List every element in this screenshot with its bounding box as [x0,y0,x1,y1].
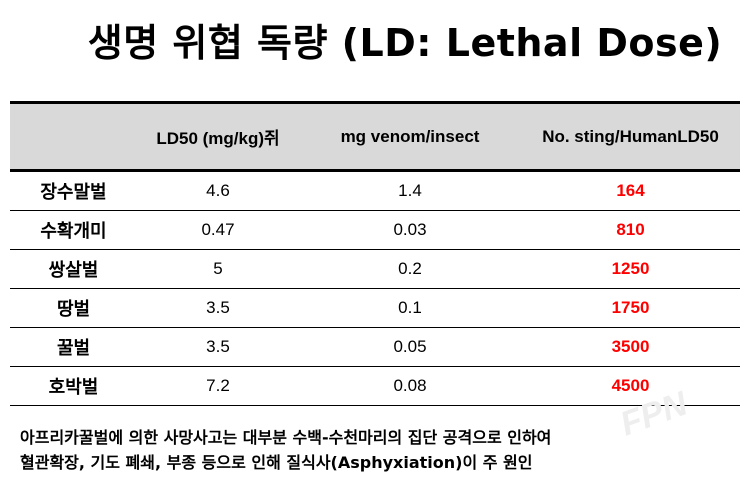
table-row: 수확개미 0.47 0.03 810 [10,210,740,250]
stings-cell: 1250 [521,249,740,289]
venom-cell: 1.4 [299,170,521,211]
ld50-cell: 3.5 [137,288,299,328]
header-ld50: LD50 (mg/kg)쥐 [156,129,280,148]
table-header-row: LD50 (mg/kg)쥐 mg venom/insect No. sting/… [10,102,740,171]
table-row: 꿀벌 3.5 0.05 3500 [10,327,740,367]
stings-cell: 3500 [521,327,740,367]
header-venom: mg venom/insect [340,126,480,146]
ld50-cell: 4.6 [137,170,299,211]
venom-cell: 0.05 [299,327,521,367]
footnote-line-1: 아프리카꿀벌에 의한 사망사고는 대부분 수백-수천마리의 집단 공격으로 인하… [20,428,552,447]
ld50-cell: 0.47 [137,210,299,250]
footnote: 아프리카꿀벌에 의한 사망사고는 대부분 수백-수천마리의 집단 공격으로 인하… [20,425,551,475]
footnote-line-2: 혈관확장, 기도 폐쇄, 부종 등으로 인해 질식사(Asphyxiation)… [20,453,533,472]
header-stings: No. sting/HumanLD50 [542,126,719,146]
venom-cell: 0.08 [299,366,521,406]
lethal-dose-table: LD50 (mg/kg)쥐 mg venom/insect No. sting/… [10,101,740,406]
ld50-cell: 5 [137,249,299,289]
venom-cell: 0.1 [299,288,521,328]
page-title: 생명 위협 독량 (LD: Lethal Dose) [87,21,723,65]
stings-cell: 164 [521,170,740,211]
table-row: 장수말벌 4.6 1.4 164 [10,170,740,211]
stings-cell: 4500 [521,366,740,406]
row-name: 수확개미 [10,210,137,250]
venom-cell: 0.2 [299,249,521,289]
table-row: 호박벌 7.2 0.08 4500 [10,366,740,406]
row-name: 장수말벌 [10,170,137,211]
row-name: 꿀벌 [10,327,137,367]
row-name: 쌍살벌 [10,249,137,289]
stings-cell: 1750 [521,288,740,328]
header-name [10,103,137,171]
venom-cell: 0.03 [299,210,521,250]
stings-cell: 810 [521,210,740,250]
table-row: 쌍살벌 5 0.2 1250 [10,249,740,289]
row-name: 호박벌 [10,366,137,406]
row-name: 땅벌 [10,288,137,328]
ld50-cell: 7.2 [137,366,299,406]
table-row: 땅벌 3.5 0.1 1750 [10,288,740,328]
ld50-cell: 3.5 [137,327,299,367]
